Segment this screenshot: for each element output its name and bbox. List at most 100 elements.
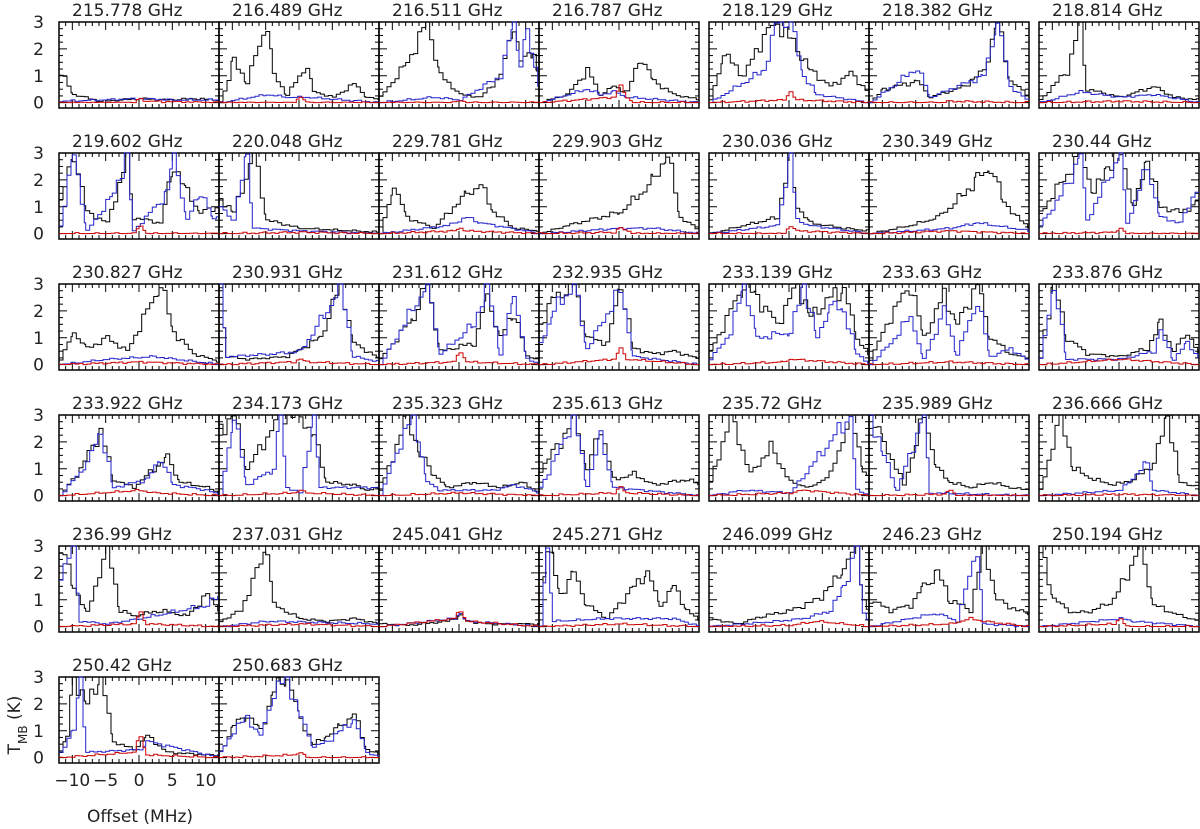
x-axis-title: Offset (MHz): [87, 807, 193, 827]
panel-title: 234.173 GHz: [232, 394, 343, 414]
panel-title: 218.814 GHz: [1052, 1, 1163, 21]
panel-frame: [538, 283, 700, 371]
spectrum-blue: [709, 152, 869, 234]
spectrum-red: [219, 489, 379, 497]
spectrum-red: [1039, 618, 1199, 628]
spectrum-red: [869, 360, 1029, 366]
panel-title: 219.602 GHz: [72, 132, 183, 152]
spectrum-blue: [59, 433, 219, 497]
y-tick-label: 0: [33, 749, 44, 769]
panel-title: 246.099 GHz: [722, 525, 833, 545]
panel-title: 237.031 GHz: [232, 525, 343, 545]
panel: 250.42 GHz 0 1 2 3: [33, 656, 220, 769]
spectrum-black: [219, 677, 379, 755]
panel-ticks: [708, 21, 870, 108]
panel-frame: [1038, 21, 1200, 109]
panel-title: 229.903 GHz: [552, 132, 663, 152]
spectrum-red: [709, 91, 869, 104]
x-axis-title-group: Offset (MHz): [87, 807, 193, 827]
y-tick-label: 3: [33, 13, 44, 33]
spectrum-black: [709, 414, 869, 488]
panel-title: 230.349 GHz: [882, 132, 993, 152]
y-tick-label: 1: [33, 67, 44, 87]
spectrum-red: [709, 226, 869, 235]
y-tick-label: 0: [33, 618, 44, 638]
spectrum-black: [1039, 414, 1199, 490]
spectrum-black: [219, 283, 379, 361]
panel-title: 235.989 GHz: [882, 394, 993, 414]
y-tick-label: 2: [33, 40, 44, 60]
panel-title: 216.511 GHz: [392, 1, 503, 21]
spectrum-black: [1039, 283, 1199, 358]
spectrum-black: [869, 415, 1029, 490]
panel-frame: [538, 545, 700, 633]
spectrum-blue: [1039, 461, 1199, 497]
spectrum-red: [59, 611, 219, 628]
spectrum-blue: [219, 283, 379, 362]
spectrum-blue: [379, 283, 539, 366]
spectrum-red: [539, 347, 699, 366]
spectrum-red: [539, 227, 699, 235]
panel-frame: [868, 283, 1030, 371]
panel: 229.903 GHz: [538, 132, 700, 240]
spectrum-blue: [59, 676, 219, 759]
spectrum-black: [59, 287, 219, 363]
panel-ticks: [218, 21, 380, 108]
spectrum-blue: [59, 152, 219, 232]
panel-title: 216.489 GHz: [232, 1, 343, 21]
y-axis-title: TMB (K): [5, 696, 30, 756]
panel-ticks: [868, 545, 1030, 632]
y-tick-label: 3: [33, 537, 44, 557]
panel-title: 230.036 GHz: [722, 132, 833, 152]
spectrum-blue: [379, 21, 539, 104]
panel: 216.787 GHz: [538, 1, 700, 109]
panel-title: 250.683 GHz: [232, 656, 343, 676]
spectrum-red: [869, 616, 1029, 627]
panel-title: 230.44 GHz: [1052, 132, 1152, 152]
spectrum-red: [59, 489, 219, 497]
panel-ticks: [868, 21, 1030, 108]
y-axis-title-unit: (K): [5, 696, 25, 726]
panel-title: 218.129 GHz: [722, 1, 833, 21]
y-tick-label: 0: [33, 225, 44, 245]
spectrum-blue: [869, 305, 1029, 365]
spectrum-black: [539, 414, 699, 486]
spectrum-red: [59, 225, 219, 235]
y-tick-label: 2: [33, 433, 44, 453]
spectrum-blue: [709, 545, 869, 627]
panel-ticks: [58, 21, 220, 108]
panel: 245.041 GHz: [378, 525, 540, 633]
panel-title: 216.787 GHz: [552, 1, 663, 21]
x-tick-label: 5: [167, 771, 178, 791]
spectrum-black: [709, 21, 869, 101]
x-tick-label: −5: [93, 771, 118, 791]
spectrum-red: [59, 736, 219, 759]
spectrum-red: [1039, 358, 1199, 366]
spectrum-blue: [219, 620, 379, 628]
spectrum-black: [539, 551, 699, 621]
panel-title: 218.382 GHz: [882, 1, 993, 21]
panel-title: 233.922 GHz: [72, 394, 183, 414]
panel-title: 220.048 GHz: [232, 132, 343, 152]
panel: 216.511 GHz: [378, 1, 540, 109]
panel-ticks: [538, 283, 700, 370]
panel-ticks: [378, 283, 540, 370]
panel-title: 235.72 GHz: [722, 394, 822, 414]
panel: 233.922 GHz 0 1 2 3: [33, 394, 220, 507]
spectrum-red: [379, 227, 539, 235]
panel: 218.129 GHz: [708, 1, 870, 109]
spectrum-blue: [219, 414, 379, 496]
spectrum-black: [869, 170, 1029, 235]
panel: 245.271 GHz: [538, 525, 700, 633]
panel-grid: 215.778 GHz 0 1 2 3 216.489 GHz 216.511 GHz 216…: [33, 1, 1200, 791]
y-tick-label: 1: [33, 722, 44, 742]
y-tick-label: 3: [33, 406, 44, 426]
spectrum-black: [709, 152, 869, 234]
y-tick-label: 0: [33, 356, 44, 376]
panel-ticks: [378, 152, 540, 239]
spectrum-black: [869, 284, 1029, 361]
spectrum-blue: [1039, 617, 1199, 627]
panel-title: 250.194 GHz: [1052, 525, 1163, 545]
panel-title: 245.271 GHz: [552, 525, 663, 545]
panel-title: 236.99 GHz: [72, 525, 172, 545]
